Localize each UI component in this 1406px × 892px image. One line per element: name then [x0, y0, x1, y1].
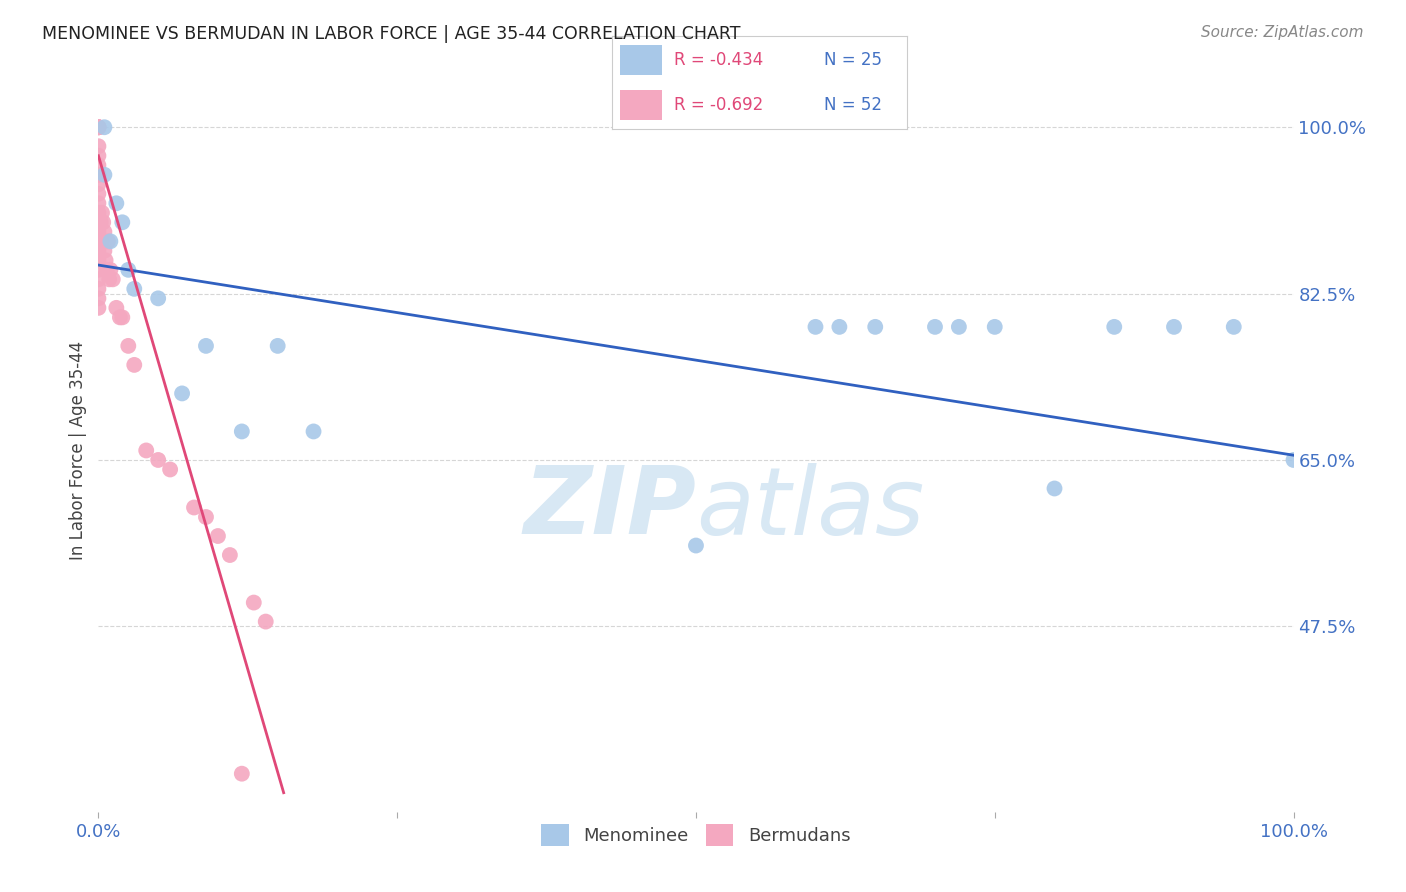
Point — [828, 319, 851, 334]
Point — [87, 178, 110, 192]
Point — [105, 301, 128, 315]
Legend: Menominee, Bermudans: Menominee, Bermudans — [534, 817, 858, 854]
Point — [87, 235, 110, 249]
Point — [804, 319, 827, 334]
Point — [96, 263, 118, 277]
FancyBboxPatch shape — [620, 90, 662, 120]
Point — [97, 235, 120, 249]
Point — [87, 149, 110, 163]
Point — [1043, 482, 1066, 496]
Point — [219, 548, 242, 562]
Text: atlas: atlas — [696, 463, 924, 554]
Point — [1163, 319, 1185, 334]
Point — [87, 196, 110, 211]
Point — [87, 272, 110, 286]
Point — [93, 168, 115, 182]
Point — [87, 244, 110, 258]
Point — [91, 206, 114, 220]
Text: R = -0.692: R = -0.692 — [673, 96, 763, 114]
Point — [98, 263, 122, 277]
Point — [93, 244, 115, 258]
Text: N = 52: N = 52 — [824, 96, 882, 114]
Point — [865, 319, 887, 334]
Point — [87, 120, 110, 135]
Point — [159, 462, 181, 476]
Point — [94, 253, 117, 268]
Point — [111, 215, 134, 229]
Point — [87, 186, 110, 201]
Point — [267, 339, 290, 353]
Point — [87, 158, 110, 172]
Point — [87, 168, 110, 182]
Point — [302, 425, 325, 439]
Point — [98, 272, 121, 286]
Point — [1104, 319, 1126, 334]
Point — [91, 215, 114, 229]
Point — [924, 319, 946, 334]
Point — [984, 319, 1007, 334]
Point — [87, 120, 110, 135]
Point — [135, 443, 157, 458]
Text: N = 25: N = 25 — [824, 51, 882, 69]
Point — [101, 272, 124, 286]
Text: R = -0.434: R = -0.434 — [673, 51, 763, 69]
Point — [105, 196, 128, 211]
Point — [948, 319, 970, 334]
Point — [254, 615, 277, 629]
Point — [93, 225, 115, 239]
Point — [87, 263, 110, 277]
Point — [87, 120, 110, 135]
Point — [148, 453, 170, 467]
Point — [243, 596, 266, 610]
Text: MENOMINEE VS BERMUDAN IN LABOR FORCE | AGE 35-44 CORRELATION CHART: MENOMINEE VS BERMUDAN IN LABOR FORCE | A… — [42, 25, 741, 43]
Point — [124, 282, 146, 296]
Point — [195, 510, 218, 524]
Point — [87, 120, 110, 135]
Point — [685, 539, 707, 553]
Point — [87, 215, 110, 229]
Point — [148, 291, 170, 305]
Point — [183, 500, 205, 515]
Point — [90, 215, 112, 229]
Point — [1223, 319, 1246, 334]
Point — [87, 301, 110, 315]
Point — [111, 310, 134, 325]
Point — [91, 235, 114, 249]
Point — [93, 120, 115, 135]
FancyBboxPatch shape — [620, 45, 662, 75]
Point — [231, 766, 253, 780]
Point — [108, 310, 131, 325]
Point — [117, 263, 139, 277]
Point — [87, 291, 110, 305]
Point — [231, 425, 253, 439]
Point — [87, 206, 110, 220]
Point — [87, 253, 110, 268]
Point — [207, 529, 229, 543]
Point — [117, 339, 139, 353]
Point — [1282, 453, 1305, 467]
Y-axis label: In Labor Force | Age 35-44: In Labor Force | Age 35-44 — [69, 341, 87, 560]
Point — [87, 225, 110, 239]
Point — [98, 235, 122, 249]
Text: Source: ZipAtlas.com: Source: ZipAtlas.com — [1201, 25, 1364, 40]
Point — [124, 358, 146, 372]
Point — [172, 386, 194, 401]
Point — [87, 168, 110, 182]
Point — [87, 120, 110, 135]
Point — [90, 235, 112, 249]
Text: ZIP: ZIP — [523, 462, 696, 554]
Point — [195, 339, 218, 353]
Point — [87, 282, 110, 296]
Point — [87, 139, 110, 153]
